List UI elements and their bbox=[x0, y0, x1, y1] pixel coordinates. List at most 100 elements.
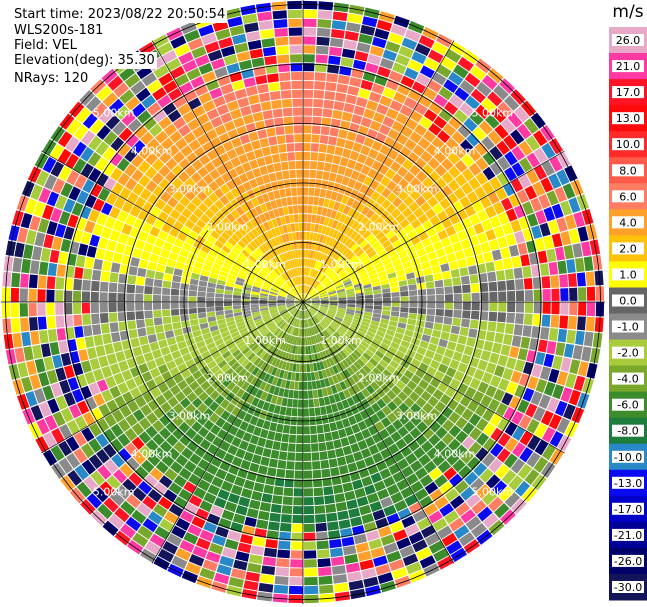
velocity-gate bbox=[502, 257, 513, 270]
velocity-gate bbox=[330, 274, 339, 281]
colorbar-tick-bg bbox=[612, 372, 644, 385]
velocity-gate bbox=[511, 335, 522, 348]
velocity-gate bbox=[227, 444, 238, 456]
velocity-gate bbox=[248, 94, 260, 105]
velocity-gate bbox=[293, 497, 303, 506]
velocity-gate bbox=[344, 186, 353, 197]
velocity-gate bbox=[224, 433, 235, 444]
velocity-gate bbox=[161, 223, 172, 234]
velocity-gate bbox=[145, 425, 158, 439]
velocity-gate bbox=[485, 331, 496, 342]
velocity-gate bbox=[434, 401, 446, 413]
velocity-gate bbox=[216, 284, 225, 290]
velocity-gate bbox=[533, 147, 548, 164]
velocity-gate bbox=[303, 452, 312, 461]
velocity-gate bbox=[197, 479, 211, 492]
velocity-gate bbox=[202, 559, 218, 572]
velocity-gate bbox=[413, 447, 426, 459]
velocity-gate bbox=[291, 71, 303, 81]
velocity-gate bbox=[211, 351, 222, 360]
velocity-gate bbox=[497, 156, 511, 171]
velocity-gate bbox=[497, 280, 507, 291]
velocity-gate bbox=[295, 302, 303, 305]
velocity-gate bbox=[479, 195, 492, 209]
velocity-gate bbox=[311, 316, 317, 325]
velocity-gate bbox=[337, 352, 345, 361]
velocity-gate bbox=[468, 265, 478, 275]
velocity-gate bbox=[290, 317, 295, 325]
velocity-gate bbox=[426, 308, 436, 316]
velocity-gate bbox=[470, 283, 480, 293]
velocity-gate bbox=[426, 447, 440, 460]
velocity-gate bbox=[483, 340, 494, 352]
velocity-gate bbox=[138, 259, 149, 269]
velocity-gate bbox=[188, 473, 201, 486]
velocity-gate bbox=[440, 263, 450, 272]
velocity-gate bbox=[454, 444, 468, 458]
velocity-gate bbox=[400, 486, 414, 499]
velocity-gate bbox=[407, 229, 418, 240]
velocity-gate bbox=[226, 277, 236, 284]
velocity-gate bbox=[134, 125, 148, 139]
velocity-gate bbox=[125, 177, 138, 191]
velocity-gate bbox=[233, 287, 243, 293]
velocity-gate bbox=[303, 294, 306, 302]
velocity-gate bbox=[291, 278, 296, 287]
velocity-gate bbox=[83, 268, 93, 280]
velocity-gate bbox=[489, 215, 501, 228]
velocity-gate bbox=[192, 267, 202, 275]
range-label: 5.00km bbox=[93, 107, 135, 120]
velocity-gate bbox=[295, 452, 303, 461]
velocity-gate bbox=[338, 233, 346, 243]
velocity-gate bbox=[178, 171, 190, 183]
velocity-gate bbox=[291, 89, 303, 98]
velocity-gate bbox=[518, 140, 533, 156]
velocity-gate bbox=[167, 109, 182, 123]
velocity-gate bbox=[342, 482, 354, 493]
velocity-gate bbox=[219, 270, 229, 278]
velocity-gate bbox=[325, 328, 333, 336]
velocity-gate bbox=[289, 291, 297, 297]
velocity-gate bbox=[387, 401, 398, 412]
velocity-gate bbox=[549, 431, 564, 448]
velocity-gate bbox=[57, 148, 72, 165]
velocity-gate bbox=[42, 204, 54, 220]
velocity-gate bbox=[206, 287, 216, 293]
velocity-gate bbox=[283, 283, 291, 291]
velocity-gate bbox=[577, 316, 586, 331]
velocity-gate bbox=[31, 246, 43, 261]
velocity-gate bbox=[320, 304, 329, 308]
velocity-gate bbox=[501, 469, 517, 485]
velocity-gate bbox=[204, 431, 216, 443]
velocity-gate bbox=[253, 482, 265, 493]
velocity-gate bbox=[238, 153, 249, 165]
velocity-gate bbox=[21, 180, 35, 197]
velocity-gate bbox=[156, 42, 173, 56]
velocity-gate bbox=[365, 62, 379, 74]
velocity-gate bbox=[121, 112, 136, 127]
velocity-gate bbox=[303, 169, 310, 178]
velocity-gate bbox=[227, 493, 240, 504]
velocity-gate bbox=[288, 27, 302, 36]
velocity-gate bbox=[538, 194, 551, 209]
velocity-gate bbox=[344, 263, 353, 271]
velocity-gate bbox=[153, 286, 162, 295]
velocity-gate bbox=[336, 288, 345, 293]
velocity-gate bbox=[168, 251, 179, 261]
velocity-gate bbox=[203, 370, 214, 380]
velocity-gate bbox=[438, 255, 448, 265]
velocity-gate bbox=[325, 441, 335, 451]
velocity-gate bbox=[316, 272, 322, 280]
velocity-gate bbox=[112, 252, 123, 264]
velocity-gate bbox=[263, 211, 271, 221]
velocity-gate bbox=[436, 64, 452, 78]
velocity-gate bbox=[201, 327, 211, 335]
velocity-gate bbox=[288, 161, 296, 170]
velocity-gate bbox=[211, 329, 221, 337]
colorbar-tick-bg bbox=[612, 320, 644, 333]
velocity-gate bbox=[353, 335, 362, 343]
velocity-gate bbox=[222, 350, 232, 359]
velocity-gate bbox=[319, 275, 327, 283]
velocity-gate bbox=[288, 389, 294, 399]
velocity-gate bbox=[252, 286, 261, 291]
